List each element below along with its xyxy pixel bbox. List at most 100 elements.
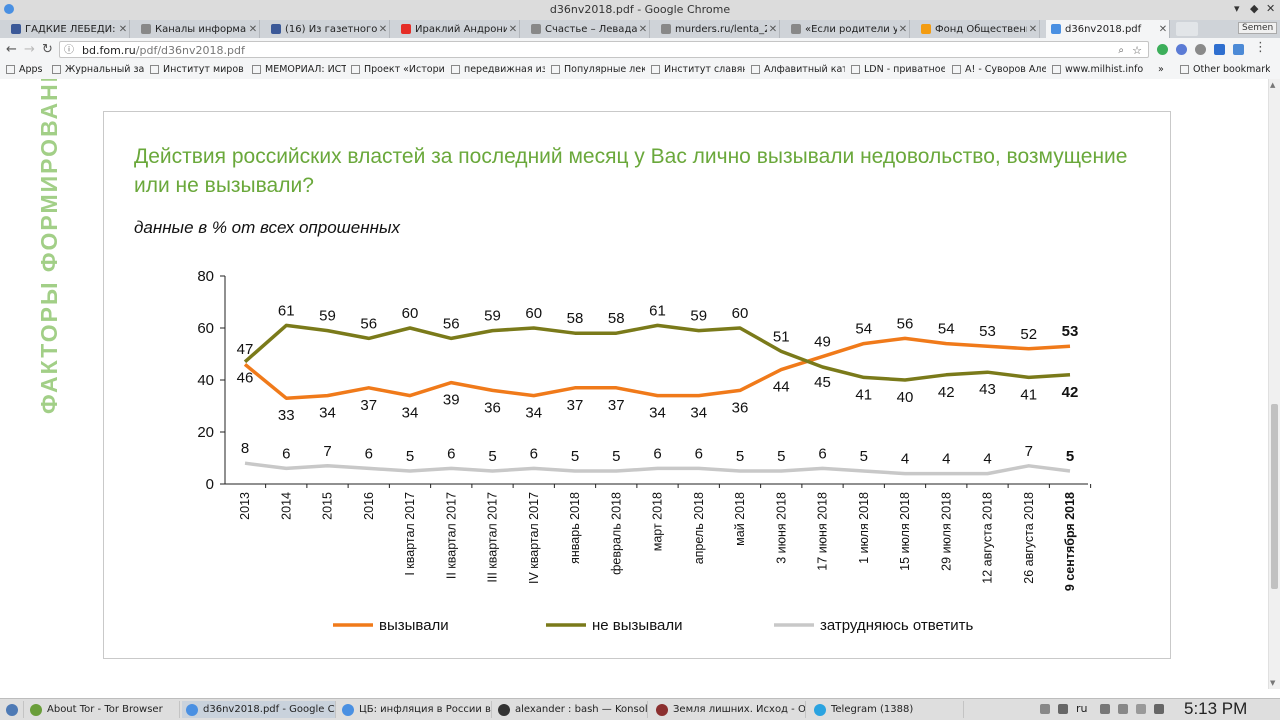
keyboard-icon[interactable]: [1058, 704, 1068, 714]
scrollbar[interactable]: ▲ ▼: [1268, 79, 1280, 689]
bookmark-12[interactable]: »: [1158, 64, 1172, 75]
app-icon: [342, 703, 354, 716]
bookmark-7[interactable]: Институт славян: [651, 64, 745, 75]
bookmark-13[interactable]: Other bookmarks: [1180, 64, 1270, 75]
forward-icon[interactable]: →: [24, 42, 35, 57]
tab-6[interactable]: «Если родители узн✕: [786, 20, 910, 38]
data-label-not-provoked: 58: [567, 310, 584, 327]
tab-close-icon[interactable]: ✕: [508, 23, 518, 35]
tab-favicon-icon: [401, 24, 411, 34]
bookmark-10[interactable]: А! - Суворов Але: [952, 64, 1046, 75]
taskbar-item-5[interactable]: Telegram (1388): [810, 701, 964, 718]
reload-icon[interactable]: ↻: [42, 42, 53, 57]
x-category-label: 26 августа 2018: [1022, 492, 1036, 584]
volume-icon[interactable]: [1100, 704, 1110, 714]
bookmark-5[interactable]: передвижная из: [451, 64, 545, 75]
tab-1[interactable]: Каналы информаци✕: [136, 20, 260, 38]
info-icon[interactable]: ⓘ: [64, 45, 74, 56]
x-category-label: II квартал 2017: [444, 492, 458, 579]
bookmark-label: Институт миров: [163, 64, 244, 75]
scroll-down-icon[interactable]: ▼: [1270, 679, 1276, 687]
data-label-not-provoked: 60: [402, 305, 419, 322]
bookmark-3[interactable]: МЕМОРИАЛ: ИСТ: [252, 64, 346, 75]
tab-2[interactable]: (16) Из газетного а ✕: [266, 20, 390, 38]
legend-label-0: вызывали: [379, 617, 449, 634]
extension-icon-2[interactable]: [1176, 44, 1187, 55]
bookmark-1[interactable]: Журнальный за: [52, 64, 144, 75]
bookmark-0[interactable]: Apps: [6, 64, 48, 75]
bookmark-label: передвижная из: [464, 64, 545, 75]
network-icon[interactable]: [1118, 704, 1128, 714]
data-label-hard-to-say: 6: [530, 445, 538, 462]
data-label-provoked: 56: [897, 315, 914, 332]
data-label-not-provoked: 56: [443, 315, 460, 332]
tray-expand-icon[interactable]: [1154, 704, 1164, 714]
taskbar-item-1[interactable]: d36nv2018.pdf - Google Chrom: [182, 701, 336, 718]
data-label-provoked: 36: [484, 399, 501, 416]
tab-close-icon[interactable]: ✕: [898, 23, 908, 35]
taskbar-item-2[interactable]: ЦБ: инфляция в России выр: [338, 701, 492, 718]
tab-favicon-icon: [921, 24, 931, 34]
bookmark-label: Проект «Истори: [364, 64, 445, 75]
scroll-thumb[interactable]: [1271, 404, 1278, 589]
tab-8[interactable]: d36nv2018.pdf ✕: [1046, 20, 1170, 38]
data-label-provoked: 34: [690, 405, 707, 422]
taskbar-item-0[interactable]: About Tor - Tor Browser: [26, 701, 180, 718]
tab-close-icon[interactable]: ✕: [1028, 23, 1038, 35]
tab-3[interactable]: Ираклий Андронико✕: [396, 20, 520, 38]
bookmark-8[interactable]: Алфавитный кат: [751, 64, 845, 75]
taskbar-item-4[interactable]: Земля лишних. Исход - Оки: [652, 701, 806, 718]
x-category-label: 12 августа 2018: [981, 492, 995, 584]
window-title: d36nv2018.pdf - Google Chrome: [549, 3, 731, 16]
tab-close-icon[interactable]: ✕: [1158, 23, 1168, 35]
tab-5[interactable]: murders.ru/lenta_23 ✕: [656, 20, 780, 38]
tab-close-icon[interactable]: ✕: [248, 23, 258, 35]
tray-icon-1[interactable]: [1040, 704, 1050, 714]
extension-icon-5[interactable]: [1233, 44, 1244, 55]
menu-icon[interactable]: ⋮: [1254, 40, 1267, 55]
tab-close-icon[interactable]: ✕: [118, 23, 128, 35]
clock[interactable]: 5:13 PM: [1184, 699, 1248, 718]
series-line-2: [244, 461, 1071, 476]
tab-close-icon[interactable]: ✕: [638, 23, 648, 35]
data-label-not-provoked: 61: [278, 302, 295, 319]
data-label-provoked: 54: [855, 321, 872, 338]
y-tick-label: 60: [197, 320, 214, 337]
minimize-button[interactable]: ▾: [1234, 2, 1240, 15]
data-label-hard-to-say: 5: [612, 448, 620, 465]
bookmark-2[interactable]: Институт миров: [150, 64, 246, 75]
data-label-provoked: 46: [237, 369, 254, 386]
profile-button[interactable]: Semen: [1238, 22, 1278, 34]
tab-7[interactable]: Фонд Общественно✕: [916, 20, 1040, 38]
tab-label: ГАДКИЕ ЛЕБЕДИ: bo: [25, 23, 117, 35]
bookmark-star-icon[interactable]: ☆: [1132, 44, 1142, 57]
maximize-button[interactable]: ◆: [1250, 2, 1259, 15]
taskbar-item-3[interactable]: alexander : bash — Konsole: [494, 701, 648, 718]
start-menu-icon[interactable]: [2, 701, 24, 718]
language-indicator[interactable]: ru: [1076, 702, 1088, 715]
taskbar-item-label: Земля лишних. Исход - Оки: [673, 704, 806, 715]
address-bar[interactable]: ⓘ bd.fom.ru/pdf/d36nv2018.pdf ⌕ ☆: [59, 41, 1149, 58]
tab-0[interactable]: ГАДКИЕ ЛЕБЕДИ: bo✕: [6, 20, 130, 38]
bookmark-4[interactable]: Проект «Истори: [351, 64, 445, 75]
zoom-icon[interactable]: ⌕: [1118, 45, 1124, 56]
new-tab-button[interactable]: [1176, 22, 1198, 36]
extension-icon-4[interactable]: [1214, 44, 1225, 55]
extension-icon-1[interactable]: [1157, 44, 1168, 55]
bookmark-11[interactable]: www.milhist.info: [1052, 64, 1146, 75]
bookmark-6[interactable]: Популярные лек: [551, 64, 645, 75]
tab-4[interactable]: Счастье – Левада-Ц✕: [526, 20, 650, 38]
battery-icon[interactable]: [1136, 704, 1146, 714]
bookmark-9[interactable]: LDN - приватное: [851, 64, 945, 75]
scroll-up-icon[interactable]: ▲: [1270, 81, 1276, 89]
close-window-button[interactable]: ✕: [1266, 2, 1276, 15]
data-label-hard-to-say: 6: [282, 445, 290, 462]
data-label-hard-to-say: 5: [406, 448, 414, 465]
back-icon[interactable]: ←: [6, 42, 17, 57]
tab-close-icon[interactable]: ✕: [378, 23, 388, 35]
extension-icon-3[interactable]: [1195, 44, 1206, 55]
tab-close-icon[interactable]: ✕: [768, 23, 778, 35]
bookmark-icon: [1052, 65, 1061, 74]
tab-label: murders.ru/lenta_23: [675, 23, 767, 35]
data-label-not-provoked: 58: [608, 310, 625, 327]
